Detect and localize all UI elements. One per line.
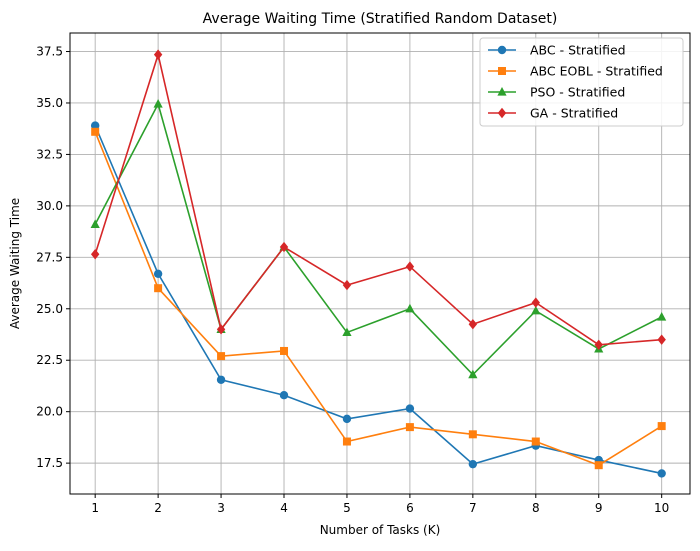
legend-item: GA - Stratified <box>488 106 618 121</box>
chart-title: Average Waiting Time (Stratified Random … <box>203 11 558 27</box>
data-point <box>531 297 540 308</box>
x-tick-label: 8 <box>532 501 540 515</box>
y-tick-label: 32.5 <box>36 147 63 161</box>
data-point <box>531 305 541 315</box>
data-point <box>90 249 100 260</box>
legend-item: ABC EOBL - Stratified <box>488 64 663 79</box>
data-point <box>216 375 226 384</box>
data-point <box>405 303 415 313</box>
series-abc-eobl-stratified <box>91 127 666 470</box>
data-point <box>657 334 666 345</box>
data-point <box>594 461 603 470</box>
x-tick-label: 2 <box>154 501 162 515</box>
data-point <box>405 423 414 432</box>
data-point <box>342 279 352 291</box>
y-tick-label: 27.5 <box>36 250 63 264</box>
legend-label: ABC - Stratified <box>530 43 626 58</box>
x-tick-label: 5 <box>343 501 351 515</box>
x-tick-label: 4 <box>280 501 288 515</box>
y-tick-label: 17.5 <box>36 456 63 470</box>
legend-box <box>479 37 684 127</box>
series-line <box>94 125 662 475</box>
data-point <box>154 284 163 293</box>
y-tick-label: 30.0 <box>36 199 63 213</box>
x-tick-label: 7 <box>469 501 477 515</box>
x-axis-label: Number of Tasks (K) <box>320 523 441 537</box>
data-point <box>468 430 477 439</box>
series-line <box>94 51 662 346</box>
data-point <box>153 49 163 60</box>
data-point <box>657 422 666 431</box>
y-tick-label: 37.5 <box>36 45 63 59</box>
legend-marker <box>497 107 507 119</box>
data-point <box>279 241 289 253</box>
data-point <box>216 324 226 335</box>
legend: ABC - Stratified ABC EOBL - Stratified PSO… <box>479 37 684 127</box>
x-tick-label: 10 <box>654 501 669 515</box>
data-point <box>90 121 100 130</box>
legend-label: PSO - Stratified <box>530 85 625 100</box>
ticks: 1 2 3 4 5 6 7 8 9 10 17.5 20.0 22.5 25.0 27.5 30.0 32.5 3… <box>36 45 669 515</box>
data-point <box>342 437 351 446</box>
data-point <box>531 437 540 446</box>
legend-marker <box>497 45 507 55</box>
data-point <box>90 219 100 228</box>
x-tick-label: 3 <box>217 501 225 515</box>
data-point <box>217 352 226 361</box>
plot-frame <box>69 32 691 495</box>
data-point <box>468 369 478 379</box>
data-point <box>91 127 100 136</box>
x-tick-label: 6 <box>406 501 414 515</box>
grid <box>70 33 690 494</box>
series-line <box>94 101 663 376</box>
series-pso-stratified <box>90 99 667 379</box>
legend-item: ABC - Stratified <box>488 43 626 58</box>
data-point <box>594 339 603 350</box>
legend-marker <box>498 67 506 75</box>
data-point <box>468 319 478 330</box>
y-tick-label: 22.5 <box>36 353 63 367</box>
data-point <box>657 312 667 321</box>
series-ga-stratified <box>90 49 666 350</box>
data-point <box>153 269 163 278</box>
data-point <box>280 346 289 355</box>
y-tick-label: 20.0 <box>36 405 63 419</box>
series-layer <box>90 49 667 478</box>
data-point <box>657 469 666 478</box>
data-point <box>468 459 478 469</box>
y-tick-label: 35.0 <box>36 96 63 110</box>
series-line <box>94 131 663 467</box>
data-point <box>342 327 352 337</box>
legend-items: ABC - Stratified ABC EOBL - Stratified PSO… <box>488 43 663 121</box>
y-tick-label: 25.0 <box>36 302 63 316</box>
y-axis-label: Average Waiting Time <box>8 198 22 329</box>
legend-marker <box>497 87 507 96</box>
data-point <box>405 261 415 272</box>
legend-label: ABC EOBL - Stratified <box>530 64 663 79</box>
x-tick-label: 1 <box>91 501 99 515</box>
data-point <box>405 404 415 413</box>
x-tick-label: 9 <box>595 501 603 515</box>
legend-item: PSO - Stratified <box>488 85 625 100</box>
legend-label: GA - Stratified <box>530 106 618 121</box>
data-point <box>342 414 352 424</box>
data-point <box>153 99 163 108</box>
data-point <box>279 391 289 400</box>
